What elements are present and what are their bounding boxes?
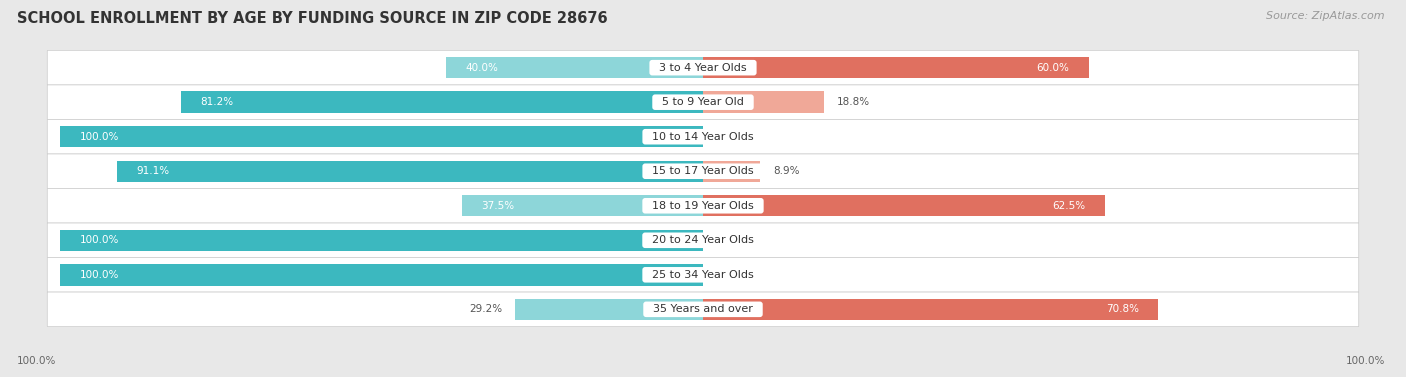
Text: 62.5%: 62.5% [1052,201,1085,211]
Bar [463,195,703,216]
Text: 15 to 17 Year Olds: 15 to 17 Year Olds [645,166,761,176]
FancyBboxPatch shape [48,292,1358,326]
Text: 91.1%: 91.1% [136,166,170,176]
Bar [60,230,703,251]
Text: 3 to 4 Year Olds: 3 to 4 Year Olds [652,63,754,73]
Bar [118,161,703,182]
Bar [703,161,761,182]
Text: 10 to 14 Year Olds: 10 to 14 Year Olds [645,132,761,142]
Text: 25 to 34 Year Olds: 25 to 34 Year Olds [645,270,761,280]
Text: 20 to 24 Year Olds: 20 to 24 Year Olds [645,235,761,245]
Bar [703,57,1088,78]
Text: 100.0%: 100.0% [1346,356,1385,366]
FancyBboxPatch shape [48,154,1358,188]
Text: 40.0%: 40.0% [465,63,498,73]
Text: 5 to 9 Year Old: 5 to 9 Year Old [655,97,751,107]
Text: SCHOOL ENROLLMENT BY AGE BY FUNDING SOURCE IN ZIP CODE 28676: SCHOOL ENROLLMENT BY AGE BY FUNDING SOUR… [17,11,607,26]
Bar [516,299,703,320]
FancyBboxPatch shape [48,188,1358,223]
Text: 100.0%: 100.0% [80,270,120,280]
FancyBboxPatch shape [48,85,1358,120]
Text: 100.0%: 100.0% [80,235,120,245]
Bar [446,57,703,78]
Text: 100.0%: 100.0% [17,356,56,366]
Bar [181,92,703,113]
Text: 35 Years and over: 35 Years and over [647,304,759,314]
FancyBboxPatch shape [48,257,1358,292]
Bar [60,264,703,285]
Text: 100.0%: 100.0% [80,132,120,142]
Text: 18.8%: 18.8% [837,97,870,107]
Text: 37.5%: 37.5% [481,201,515,211]
Bar [703,195,1105,216]
Text: 29.2%: 29.2% [470,304,502,314]
Bar [703,299,1159,320]
FancyBboxPatch shape [48,223,1358,257]
FancyBboxPatch shape [48,120,1358,154]
Text: 60.0%: 60.0% [1036,63,1070,73]
Text: 70.8%: 70.8% [1105,304,1139,314]
Text: 8.9%: 8.9% [773,166,800,176]
Text: 18 to 19 Year Olds: 18 to 19 Year Olds [645,201,761,211]
Bar [60,126,703,147]
Bar [703,92,824,113]
Text: Source: ZipAtlas.com: Source: ZipAtlas.com [1267,11,1385,21]
FancyBboxPatch shape [48,51,1358,85]
Text: 81.2%: 81.2% [201,97,233,107]
